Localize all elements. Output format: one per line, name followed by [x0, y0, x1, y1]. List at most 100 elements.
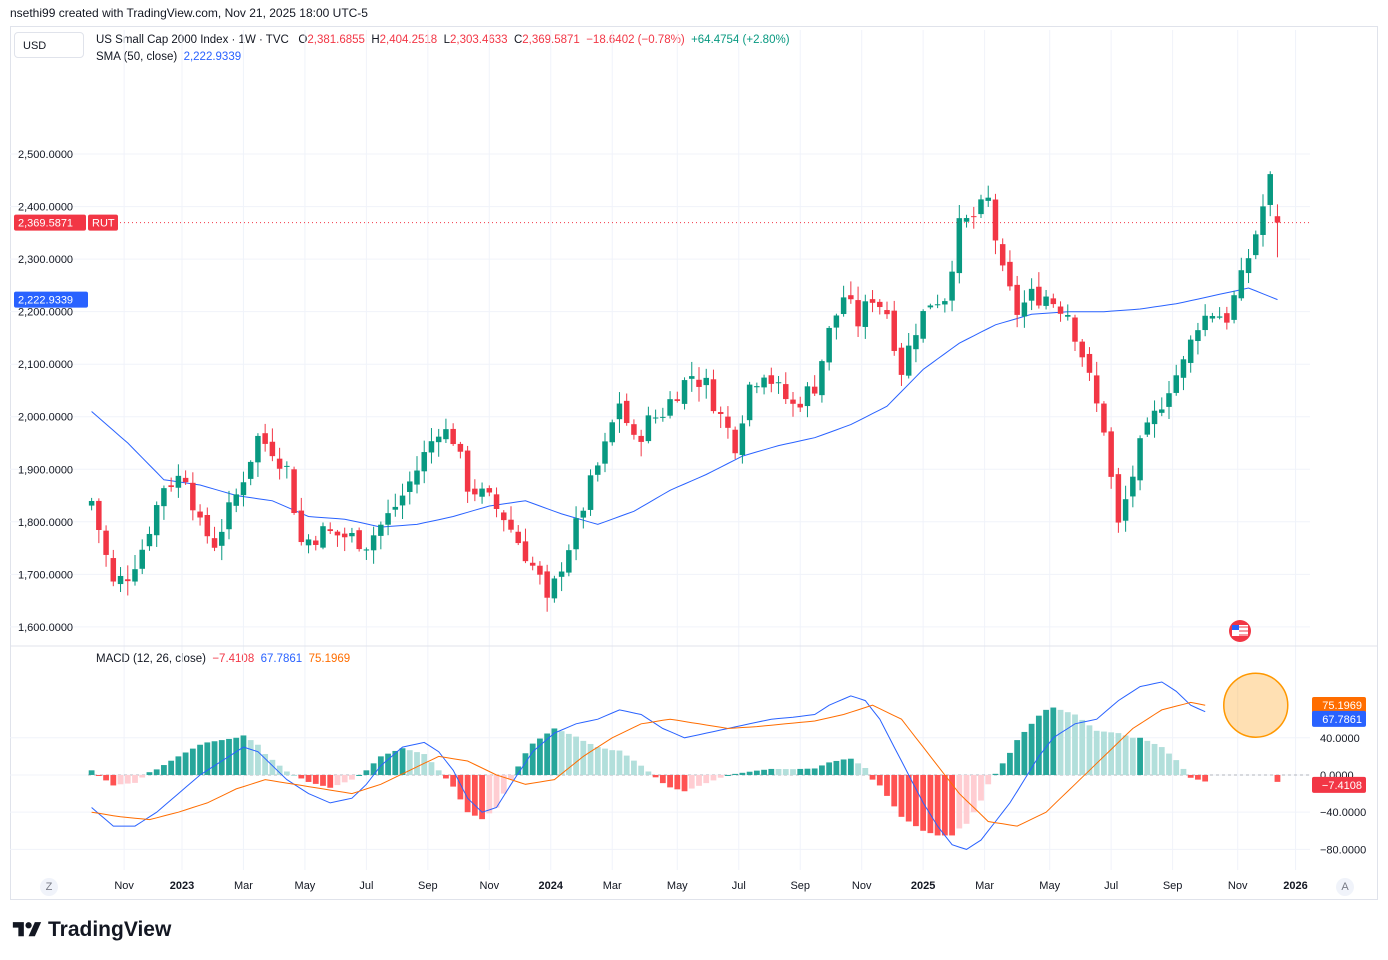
candle-body — [1274, 216, 1281, 223]
candle-body — [869, 299, 876, 303]
time-tick-label: Sep — [418, 880, 438, 892]
macd-hist-bar — [768, 768, 775, 775]
candle-body — [1137, 438, 1143, 481]
candle — [616, 392, 623, 433]
macd-hist-bar — [688, 774, 695, 789]
macd-hist-bar — [674, 774, 681, 790]
candle-body — [428, 441, 435, 453]
candle-body — [811, 386, 818, 394]
candle-body — [746, 384, 753, 421]
candle — [1187, 335, 1194, 373]
time-tick-label: Nov — [852, 880, 872, 892]
candle — [1021, 290, 1028, 328]
macd-hist-bar — [262, 754, 269, 775]
candle — [464, 445, 471, 503]
macd-hist-bar — [269, 759, 276, 775]
candle-body — [1253, 234, 1259, 256]
macd-hist-bar — [790, 769, 796, 775]
low-value: 2,303.4633 — [449, 34, 508, 46]
candle-body — [1057, 306, 1064, 314]
candle-body — [898, 347, 905, 375]
macd-hist-bar — [956, 774, 963, 829]
candle-body — [443, 429, 449, 440]
macd-hist-bar — [833, 760, 840, 775]
candle-body — [710, 379, 717, 412]
candle-body — [927, 305, 934, 308]
time-tick-label: Jul — [732, 880, 746, 892]
macd-hist-bar — [464, 774, 471, 813]
candle-body — [414, 470, 420, 485]
macd-hist-bar — [949, 774, 955, 836]
signal-badge-bg — [1312, 697, 1366, 714]
candle-body — [262, 433, 268, 444]
signal-badge-text: 75.1969 — [1322, 700, 1362, 712]
macd-hist-bar — [659, 774, 666, 784]
candle-body — [255, 435, 261, 463]
candle-body — [804, 386, 811, 407]
candle-body — [862, 301, 869, 327]
candle-body — [725, 416, 731, 428]
price-tick-label: 2,400.0000 — [18, 202, 73, 214]
candle — [689, 361, 695, 392]
candle-body — [182, 477, 189, 483]
macd-hist-bar — [891, 774, 898, 807]
candle — [1122, 485, 1129, 532]
candle-body — [125, 579, 131, 582]
candle — [862, 294, 869, 339]
candle — [797, 396, 803, 413]
ticker-badge: RUT — [88, 214, 118, 231]
candle — [443, 418, 449, 443]
macd-hist-bar — [775, 769, 782, 775]
candle-body — [284, 465, 290, 467]
macd-hist-bar — [905, 774, 912, 822]
macd-line — [91, 681, 1206, 850]
macd-hist-bar — [1137, 737, 1143, 775]
macd-hist-bar — [479, 774, 485, 820]
candle-body — [88, 500, 95, 506]
auto-scale-button[interactable]: A — [1336, 878, 1354, 896]
chart-svg[interactable]: 2,500.0000 2,400.0000 2,300.0000 2,200.0000… — [0, 0, 1388, 905]
candle — [826, 325, 832, 371]
price-tick-label: 2,500.0000 — [18, 149, 73, 161]
candle — [1180, 355, 1187, 391]
candle — [146, 526, 153, 551]
macd-hist-bar — [840, 759, 847, 775]
candle — [1267, 171, 1273, 217]
zoom-reset-button[interactable]: Z — [40, 878, 58, 896]
candle-body — [963, 218, 970, 222]
macd-hist-bar — [1129, 737, 1136, 775]
macd-hist-bar — [175, 756, 182, 775]
candle-body — [544, 571, 550, 598]
candle — [833, 313, 840, 340]
macd-hist-bar — [1195, 774, 1201, 780]
macd-hist-bar — [1035, 715, 1042, 775]
candle-body — [421, 452, 427, 472]
tradingview-logo-icon — [12, 922, 42, 937]
macd-hist-bar — [927, 774, 934, 834]
macd-hist-bar — [782, 769, 789, 775]
macd-hist-bar — [652, 774, 659, 778]
macd-hist-bar — [732, 773, 739, 775]
macd-hist-bar — [356, 774, 363, 776]
macd-hist-bar — [95, 774, 102, 776]
macd-histogram — [88, 707, 1281, 836]
candle-body — [978, 199, 984, 215]
currency-button[interactable]: USD — [14, 32, 84, 58]
candle-body — [631, 424, 637, 435]
candle — [262, 423, 268, 452]
candle-body — [1202, 315, 1208, 331]
candle-body — [1122, 499, 1129, 521]
macd-hist-bar — [88, 770, 95, 775]
macd-legend: MACD (12, 26, close) −7.4108 67.7861 75.… — [96, 653, 350, 665]
candle — [913, 323, 919, 363]
candle-body — [240, 482, 247, 496]
candle — [1166, 381, 1172, 420]
time-tick-label: Nov — [1228, 880, 1248, 892]
macd-hist-bar — [797, 768, 804, 775]
candle — [544, 564, 550, 612]
macd-hist-bar — [1057, 709, 1064, 775]
candle — [508, 506, 514, 533]
macd-label: MACD (12, 26, close) — [96, 653, 206, 665]
candle-body — [855, 300, 861, 327]
sma-badge-text: 2,222.9339 — [18, 295, 73, 307]
